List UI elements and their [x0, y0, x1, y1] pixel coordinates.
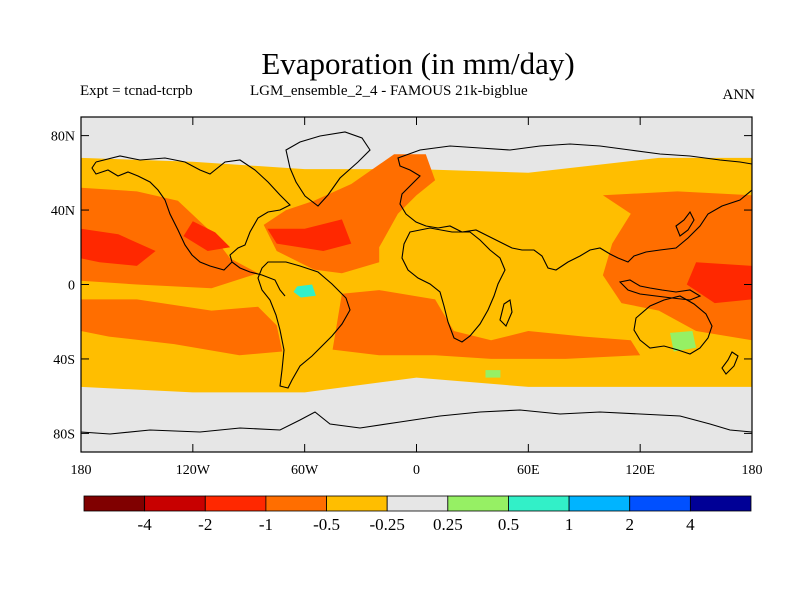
colorbar-swatch: [83, 495, 146, 512]
map-axes: 80N 40N 0 40S 80S 180 120W 60W 0 60E 120E 180: [51, 117, 763, 478]
x-tick-label: 0: [413, 463, 420, 478]
colorbar-label: 0.25: [433, 515, 463, 534]
indonesia-coastline: [618, 279, 702, 301]
colorbar-swatch: [386, 495, 449, 512]
contour-fill-layer: [81, 154, 752, 393]
y-tick-label: 40N: [51, 204, 75, 219]
colorbar-swatch: [629, 495, 691, 512]
y-tick-label: 0: [68, 279, 75, 294]
north-america-coastline: [95, 155, 291, 297]
x-tick-label: 120E: [625, 463, 655, 478]
africa-coastline: [401, 227, 506, 343]
region-west-pacific-core: [686, 262, 752, 304]
colorbar-label: -0.5: [313, 515, 340, 534]
region-south-hemisphere-band: [81, 299, 283, 356]
y-tick-label: 80N: [51, 130, 75, 145]
region-south-ocean-positive: [485, 370, 501, 378]
colorbar-swatch: [689, 495, 752, 512]
region-australia-positive: [670, 331, 697, 352]
eurasia-coastline: [397, 143, 752, 271]
colorbar-label: 2: [625, 515, 634, 534]
region-south-atlantic-indian-band: [332, 290, 641, 359]
region-east-pacific-core: [183, 221, 231, 251]
colorbar-label: -4: [138, 515, 153, 534]
colorbar-label: -2: [198, 515, 212, 534]
colorbar-swatch: [144, 495, 206, 512]
colorbar-swatch: [265, 495, 327, 512]
coastline-layer: [81, 131, 752, 435]
colorbar-label: -0.25: [369, 515, 404, 534]
madagascar-coastline: [499, 299, 513, 327]
japan-coastline: [675, 210, 695, 237]
x-tick-label: 180: [71, 463, 92, 478]
colorbar-swatch: [508, 495, 570, 512]
colorbar-swatch: [326, 495, 388, 512]
south-america-coastline: [257, 261, 351, 389]
colorbar: -4 -2 -1 -0.5 -0.25 0.25 0.5 1 2 4: [83, 495, 752, 534]
y-tick-label: 40S: [53, 353, 75, 368]
colorbar-label: 0.5: [498, 515, 519, 534]
alaska-coastline: [91, 161, 233, 271]
x-tick-label: 120W: [176, 463, 211, 478]
ensemble-label: LGM_ensemble_2_4 - FAMOUS 21k-bigblue: [250, 83, 528, 99]
new-zealand-coastline: [721, 351, 739, 375]
colorbar-swatch: [568, 495, 631, 512]
region-north-pacific-core: [81, 228, 156, 266]
x-tick-label: 60W: [291, 463, 319, 478]
greenland-coastline: [285, 131, 371, 207]
y-tick-label: 80S: [53, 427, 75, 442]
region-amazon-positive: [293, 284, 316, 298]
colorbar-label: 1: [565, 515, 574, 534]
colorbar-label: 4: [686, 515, 695, 534]
antarctica-coastline: [81, 409, 752, 435]
experiment-label: Expt = tcnad-tcrpb: [80, 83, 193, 99]
season-label: ANN: [722, 87, 756, 103]
colorbar-swatch: [204, 495, 267, 512]
x-tick-label: 60E: [517, 463, 540, 478]
colorbar-label: -1: [259, 515, 273, 534]
region-atlantic-core: [267, 219, 352, 251]
colorbar-swatch: [447, 495, 509, 512]
x-tick-label: 180: [742, 463, 763, 478]
chart-title: Evaporation (in mm/day): [261, 46, 575, 81]
